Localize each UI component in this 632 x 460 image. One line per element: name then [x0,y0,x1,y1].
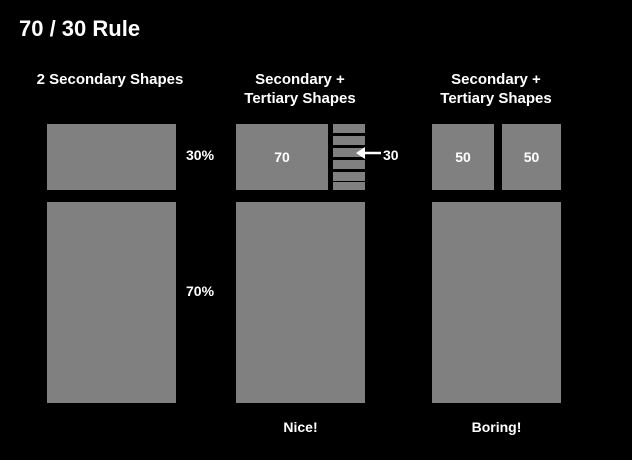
column-3-left-shape: 50 [432,124,494,190]
arrow-left-icon [356,147,381,159]
column-2-heading-line-1: Secondary + [255,71,345,88]
tertiary-stripe [333,172,365,181]
column-3-right-value: 50 [523,149,540,165]
column-1-bottom-percent-label: 70% [186,283,215,299]
column-2-secondary-value: 70 [274,149,290,165]
column-3-heading-line-2: Tertiary Shapes [440,90,552,107]
column-1-top-percent-label: 30% [186,147,215,163]
column-3-heading: Secondary + Tertiary Shapes [401,70,591,108]
tertiary-stripe [333,136,365,145]
page-title: 70 / 30 Rule [19,16,141,41]
tertiary-stripe [333,124,365,133]
column-2-tertiary-shapes [333,124,365,190]
column-1-heading: 2 Secondary Shapes [20,70,200,89]
column-3-left-value: 50 [455,149,471,165]
column-2-secondary-shape: 70 [236,124,328,190]
column-1-bottom-shape [47,202,176,403]
column-3-caption: Boring! [471,419,522,435]
column-2-heading-line-2: Tertiary Shapes [244,90,356,107]
column-2-bottom-shape [236,202,365,403]
column-2-heading: Secondary + Tertiary Shapes [205,70,395,108]
column-2-tertiary-value: 30 [383,147,399,163]
tertiary-stripe [333,182,365,190]
tertiary-stripe [333,160,365,169]
column-2-caption: Nice! [283,419,318,435]
tertiary-stripe [333,148,365,157]
column-1-top-shape [47,124,176,190]
column-3-bottom-shape [432,202,561,403]
column-3-right-shape: 50 [502,124,561,190]
column-3-heading-line-1: Secondary + [451,71,541,88]
column-1-heading-line-1: 2 Secondary Shapes [36,71,184,88]
